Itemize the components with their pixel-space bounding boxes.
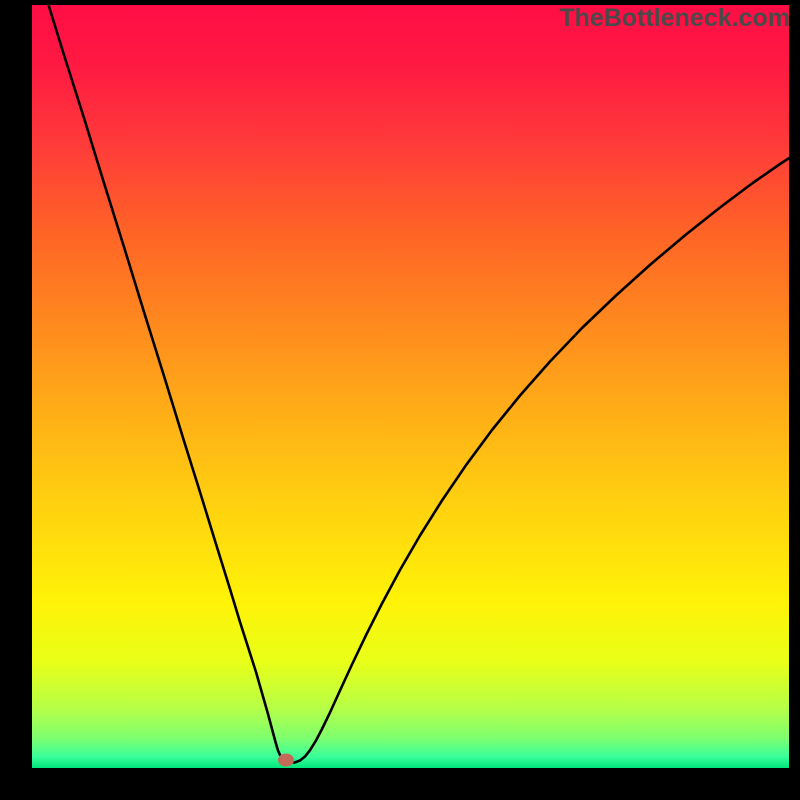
bottleneck-curve (47, 5, 789, 762)
watermark-label: TheBottleneck.com (559, 4, 790, 33)
chart-container: TheBottleneck.com (0, 0, 800, 800)
plot-area (32, 5, 789, 768)
optimal-point-marker (278, 754, 294, 767)
curve-svg (32, 5, 789, 768)
